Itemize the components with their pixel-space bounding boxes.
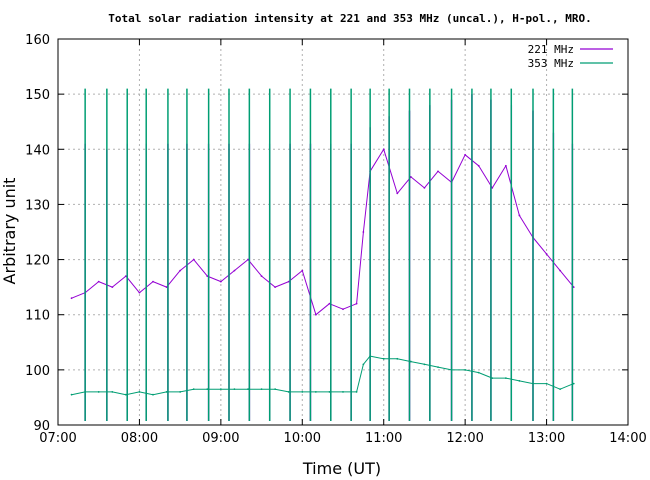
series-2-point xyxy=(138,391,141,393)
series-1-point xyxy=(342,308,344,311)
x-tick-label: 09:00 xyxy=(202,431,239,446)
series-2-point xyxy=(382,357,385,360)
y-tick-label: 140 xyxy=(25,143,50,158)
series-1-point xyxy=(437,170,439,173)
series-2-point xyxy=(301,391,304,393)
series-2-point xyxy=(70,393,73,396)
series-2-point xyxy=(342,391,344,393)
y-tick-label: 110 xyxy=(25,309,50,324)
series-2-point xyxy=(504,377,507,380)
series-2-point xyxy=(179,391,182,393)
series-2-point xyxy=(437,366,439,368)
series-1-point xyxy=(97,280,100,283)
series-2-point xyxy=(464,368,467,371)
series-1-point xyxy=(355,302,358,305)
series-2-point xyxy=(111,391,114,393)
x-tick-label: 07:00 xyxy=(39,431,76,446)
y-tick-label: 100 xyxy=(25,364,50,379)
series-2-point xyxy=(165,391,168,393)
series-1-point xyxy=(559,269,562,272)
series-1-point xyxy=(362,231,365,233)
series-1-point xyxy=(545,253,548,255)
series-1-point xyxy=(124,275,127,278)
series-2-point xyxy=(233,388,236,391)
y-tick-label: 120 xyxy=(25,254,50,269)
x-axis-label: Time (UT) xyxy=(302,459,381,478)
series-1-point xyxy=(314,313,317,316)
series-1-point xyxy=(179,269,182,272)
series-1-point xyxy=(409,175,412,178)
series-1-point xyxy=(206,275,209,278)
series-1-point xyxy=(192,258,195,261)
series-1-point xyxy=(328,302,331,305)
chart-title: Total solar radiation intensity at 221 a… xyxy=(108,12,591,25)
series-2-point xyxy=(545,382,548,385)
series-1-point xyxy=(260,275,263,278)
series-2-point xyxy=(362,363,365,366)
series-1-point xyxy=(274,286,277,289)
series-2-point xyxy=(477,371,480,374)
y-axis-label: Arbitrary unit xyxy=(0,178,19,285)
series-2-point xyxy=(124,393,127,396)
series-2-point xyxy=(260,388,263,391)
series-1-point xyxy=(518,214,521,217)
series-1-point xyxy=(287,280,290,283)
series-2-point xyxy=(491,377,494,380)
series-2-point xyxy=(247,388,249,391)
x-tick-label: 10:00 xyxy=(284,431,321,446)
legend-label-1: 221 MHz xyxy=(528,43,574,56)
series-2-point xyxy=(192,388,195,391)
series-1-point xyxy=(152,280,154,283)
series-1-point xyxy=(477,164,480,167)
series-1-point xyxy=(504,164,507,167)
series-2-point xyxy=(328,391,331,393)
series-2-point xyxy=(274,388,277,391)
y-tick-label: 130 xyxy=(25,198,50,213)
series-1-point xyxy=(233,269,236,272)
x-tick-label: 11:00 xyxy=(365,431,402,446)
plot-frame xyxy=(57,38,629,426)
series-1-point xyxy=(301,269,304,272)
grid xyxy=(58,39,628,425)
series-2-point xyxy=(152,393,154,396)
series-2-point xyxy=(355,391,358,393)
series-2-point xyxy=(518,379,521,382)
x-tick-label: 12:00 xyxy=(446,431,483,446)
series-1-point xyxy=(111,286,114,289)
series-1-point xyxy=(138,291,141,294)
y-tick-label: 150 xyxy=(25,88,50,103)
x-tick-label: 08:00 xyxy=(121,431,158,446)
series-2-point xyxy=(409,360,412,363)
series-2-point xyxy=(423,363,426,366)
series-1-point xyxy=(247,258,249,261)
series-2-point xyxy=(287,391,290,393)
series-2-point xyxy=(559,388,562,391)
x-tick-label: 13:00 xyxy=(528,431,565,446)
series-layer xyxy=(70,88,575,421)
series-1-point xyxy=(572,286,575,289)
series-1-point xyxy=(70,297,73,300)
series-1-point xyxy=(464,153,467,156)
series-2-point xyxy=(396,357,399,360)
series-1-point xyxy=(491,186,494,189)
axis-ticks: 07:00 08:00 09:00 10:00 11:00 12:00 13:00 14:00… xyxy=(25,33,647,446)
x-tick-label: 14:00 xyxy=(609,431,646,446)
series-1-point xyxy=(219,280,222,283)
legend-label-2: 353 MHz xyxy=(528,57,574,70)
series-1-point xyxy=(382,148,385,151)
series-2-point xyxy=(314,391,317,393)
series-2-point xyxy=(219,388,222,391)
y-tick-label: 90 xyxy=(33,419,50,434)
series-2-point xyxy=(572,382,575,385)
y-tick-label: 160 xyxy=(25,33,50,48)
series-2-point xyxy=(97,391,100,393)
series-1-point xyxy=(165,286,168,289)
series-1-point xyxy=(396,192,399,195)
series-1-point xyxy=(423,186,426,189)
series-2-point xyxy=(206,388,209,391)
